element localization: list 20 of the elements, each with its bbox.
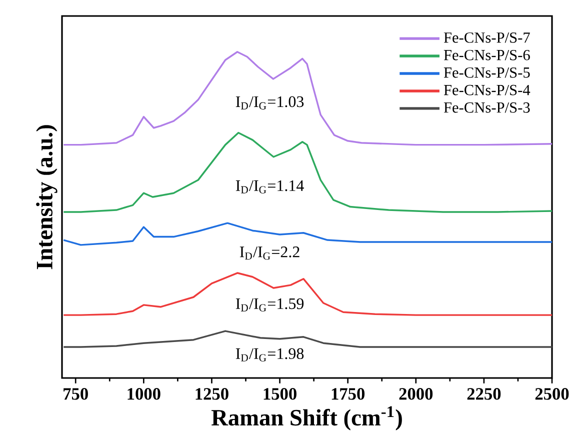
legend-label: Fe-CNs-P/S-5 [444,67,530,78]
annotation: I$_{D}$/I$_{G}$=1.98 [236,348,304,362]
y-axis-title: Intensity (a.u.) [36,125,58,270]
x-tick-label: 1000 [128,388,160,400]
annotation: I$_{D}$/I$_{G}$=2.2 [240,246,300,260]
legend-label: Fe-CNs-P/S-4 [444,84,530,96]
x-tick-label: 1500 [264,388,296,400]
x-tick-label: 750 [64,388,88,400]
legend-label: Fe-CNs-P/S-6 [444,50,530,60]
x-axis-title: Raman Shift (cm$^{-1}$) [211,406,402,430]
x-tick-label: 1250 [196,388,228,400]
annotation: I$_{D}$/I$_{G}$=1.03 [236,96,304,110]
legend-label: Fe-CNs-P/S-7 [444,32,530,43]
x-tick-label: 2500 [535,388,569,400]
x-tick-label: 2000 [399,388,433,400]
x-tick-label: 1750 [332,388,365,400]
annotation: I$_{D}$/I$_{G}$=1.59 [236,298,304,312]
legend-label: Fe-CNs-P/S-3 [444,102,530,113]
x-tick-label: 2250 [467,388,501,400]
annotation: I$_{D}$/I$_{G}$=1.14 [236,180,304,194]
